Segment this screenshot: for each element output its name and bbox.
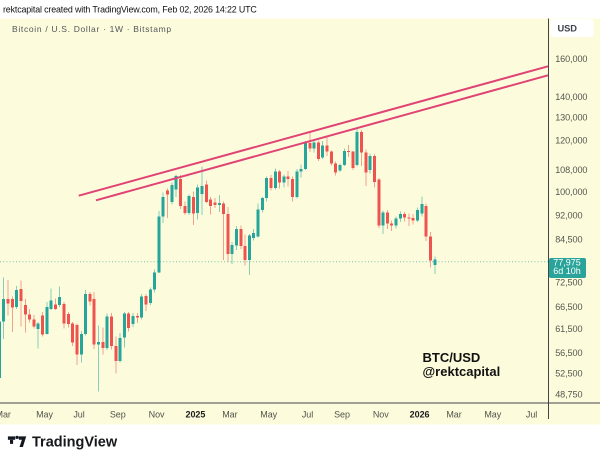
svg-text:Mar: Mar <box>446 409 461 419</box>
svg-text:72,500: 72,500 <box>555 278 582 288</box>
svg-text:USD: USD <box>558 24 578 34</box>
svg-text:May: May <box>484 409 501 419</box>
svg-text:Mar: Mar <box>0 409 11 419</box>
svg-text:52,500: 52,500 <box>555 369 582 379</box>
svg-text:140,000: 140,000 <box>555 92 587 102</box>
svg-text:Nov: Nov <box>373 409 389 419</box>
svg-text:Jul: Jul <box>73 409 84 419</box>
svg-text:Sep: Sep <box>334 409 350 419</box>
svg-text:100,000: 100,000 <box>555 187 587 197</box>
svg-text:77,975: 77,975 <box>553 258 581 268</box>
svg-text:rektcapital created with Tradi: rektcapital created with TradingView.com… <box>3 4 257 14</box>
svg-text:Nov: Nov <box>149 409 165 419</box>
svg-text:2025: 2025 <box>185 409 205 419</box>
svg-text:130,000: 130,000 <box>555 113 587 123</box>
svg-text:Jul: Jul <box>526 409 537 419</box>
svg-text:160,000: 160,000 <box>555 54 587 64</box>
svg-text:Jul: Jul <box>302 409 313 419</box>
svg-text:56,500: 56,500 <box>555 348 582 358</box>
svg-text:120,000: 120,000 <box>555 135 587 145</box>
svg-text:48,750: 48,750 <box>555 390 582 400</box>
svg-text:BTC/USD: BTC/USD <box>423 350 481 365</box>
svg-text:May: May <box>36 409 53 419</box>
svg-text:May: May <box>260 409 277 419</box>
svg-text:Sep: Sep <box>110 409 126 419</box>
svg-text:61,500: 61,500 <box>555 324 582 334</box>
svg-text:84,500: 84,500 <box>555 234 582 244</box>
svg-text:6d 10h: 6d 10h <box>553 266 581 276</box>
svg-text:66,500: 66,500 <box>555 302 582 312</box>
svg-text:Mar: Mar <box>222 409 237 419</box>
svg-text:Bitcoin / U.S. Dollar · 1W · B: Bitcoin / U.S. Dollar · 1W · Bitstamp <box>12 24 172 34</box>
svg-text:92,000: 92,000 <box>555 210 582 220</box>
svg-text:TradingView: TradingView <box>32 434 118 450</box>
svg-text:@rektcapital: @rektcapital <box>423 364 501 379</box>
svg-text:108,000: 108,000 <box>555 165 587 175</box>
svg-text:2026: 2026 <box>410 409 430 419</box>
